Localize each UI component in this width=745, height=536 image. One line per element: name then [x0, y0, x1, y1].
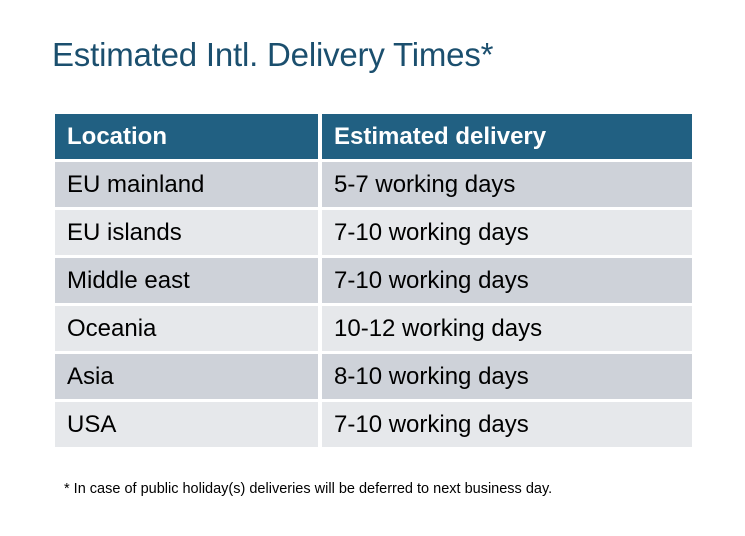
delivery-cell: 7-10 working days — [322, 402, 692, 447]
table-header-row: Location Estimated delivery — [55, 114, 692, 159]
location-cell: EU mainland — [55, 162, 318, 207]
page-title: Estimated Intl. Delivery Times* — [52, 36, 494, 73]
footnote: * In case of public holiday(s) deliverie… — [64, 481, 553, 497]
column-header-location: Location — [55, 114, 318, 159]
delivery-cell: 8-10 working days — [322, 354, 692, 399]
delivery-cell: 5-7 working days — [322, 162, 692, 207]
table-row: USA 7-10 working days — [55, 402, 692, 447]
table-row: EU mainland 5-7 working days — [55, 162, 692, 207]
delivery-cell: 7-10 working days — [322, 258, 692, 303]
table-row: EU islands 7-10 working days — [55, 210, 692, 255]
table-row: Middle east 7-10 working days — [55, 258, 692, 303]
delivery-cell: 10-12 working days — [322, 306, 692, 351]
location-cell: EU islands — [55, 210, 318, 255]
table-row: Asia 8-10 working days — [55, 354, 692, 399]
location-cell: Middle east — [55, 258, 318, 303]
location-cell: Asia — [55, 354, 318, 399]
delivery-cell: 7-10 working days — [322, 210, 692, 255]
location-cell: USA — [55, 402, 318, 447]
column-header-estimated-delivery: Estimated delivery — [322, 114, 692, 159]
location-cell: Oceania — [55, 306, 318, 351]
table-row: Oceania 10-12 working days — [55, 306, 692, 351]
delivery-times-table: Location Estimated delivery EU mainland … — [51, 111, 696, 450]
